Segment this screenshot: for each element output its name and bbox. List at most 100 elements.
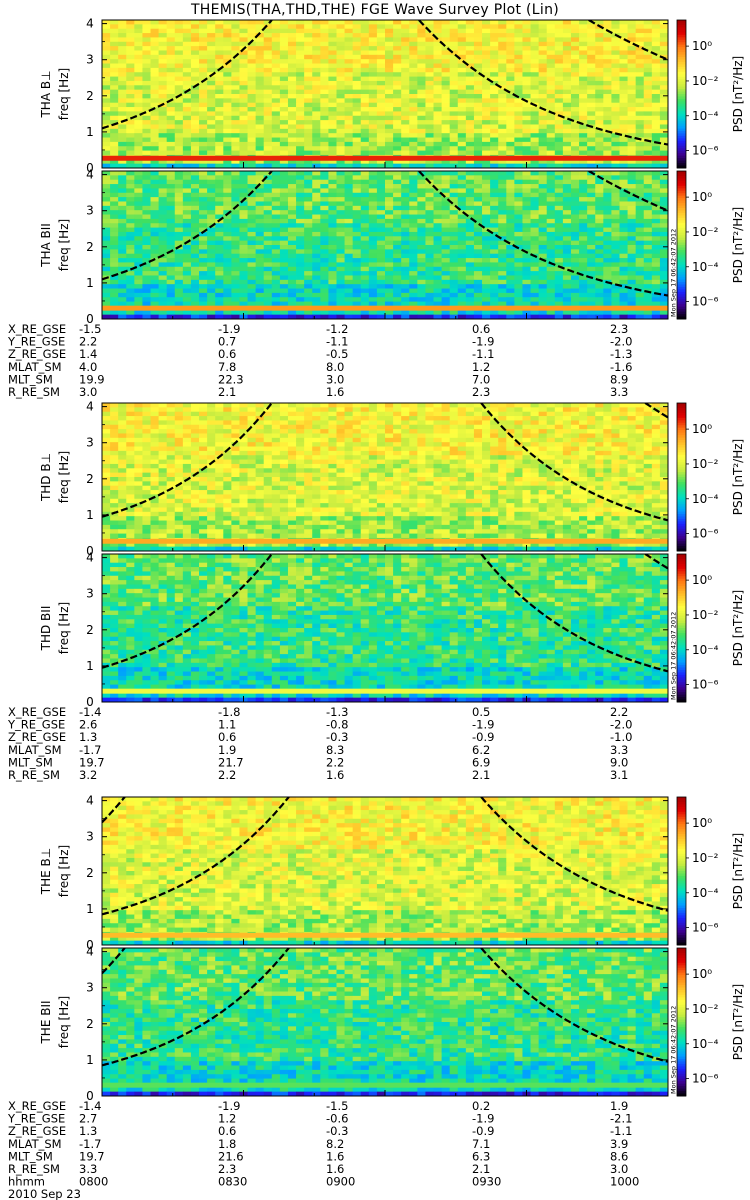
ephemeris-value: 1.3 bbox=[79, 730, 97, 744]
figure-title: THEMIS(THA,THD,THE) FGE Wave Survey Plot… bbox=[190, 2, 560, 18]
colorbar-tick-label: 10⁻² bbox=[692, 225, 719, 239]
psd-colorbar: 10⁰ 10⁻² 10⁻⁴ 10⁻⁶ PSD [nT²/Hz] Mon Sep 17 06… bbox=[670, 170, 745, 320]
ephemeris-value: -0.8 bbox=[326, 718, 348, 732]
panel-axes: 0 1 2 3 4 THE BII freq [Hz] bbox=[39, 945, 669, 1103]
gyrofrequency-curve bbox=[102, 554, 273, 669]
y-tick-label: 1 bbox=[86, 508, 94, 522]
y-tick-label: 0 bbox=[86, 938, 94, 952]
colorbar-tick-label: 10⁻⁴ bbox=[692, 260, 719, 274]
ephemeris-value: 1.6 bbox=[326, 768, 344, 782]
date-label: 2010 Sep 23 bbox=[8, 1187, 81, 1200]
ephemeris-value: 3.0 bbox=[326, 372, 344, 386]
ephemeris-row-label: Z_RE_GSE bbox=[8, 347, 66, 361]
ephemeris-value: 2.2 bbox=[79, 335, 97, 349]
ephemeris-value: 2.1 bbox=[218, 385, 236, 399]
ephemeris-value: 7.1 bbox=[472, 1137, 490, 1151]
ephemeris-value: 21.7 bbox=[218, 755, 244, 769]
colorbar-tick-label: 10⁰ bbox=[692, 967, 712, 981]
ephemeris-value: 1.3 bbox=[79, 1124, 97, 1138]
colorbar-tick-label: 10⁻⁶ bbox=[692, 921, 719, 935]
ephemeris-value: -2.0 bbox=[610, 718, 632, 732]
colorbar-tick-label: 10⁰ bbox=[692, 573, 712, 587]
ephemeris-value: -2.1 bbox=[610, 1112, 632, 1126]
gyrofrequency-curve bbox=[480, 948, 668, 1063]
ephemeris-value: -0.3 bbox=[326, 730, 348, 744]
ephemeris-value: 6.3 bbox=[472, 1149, 490, 1163]
panel-axes: 0 1 2 3 4 THD BII freq [Hz] bbox=[39, 551, 669, 709]
y-tick-label: 2 bbox=[86, 1017, 94, 1031]
ephemeris-value: -1.2 bbox=[326, 322, 348, 336]
y-tick-label: 0 bbox=[86, 1089, 94, 1103]
ephemeris-value: -1.7 bbox=[79, 743, 101, 757]
colorbar-tick-label: 10⁻⁶ bbox=[692, 678, 719, 692]
ephemeris-value: 2.1 bbox=[472, 1162, 490, 1176]
ephemeris-value: 3.3 bbox=[610, 385, 628, 399]
colorbar-label: PSD [nT²/Hz] bbox=[731, 207, 745, 283]
panel-unit-label: freq [Hz] bbox=[57, 219, 71, 271]
y-tick-label: 2 bbox=[86, 89, 94, 103]
ephemeris-value: 7.8 bbox=[218, 360, 236, 374]
ephemeris-value: 1.6 bbox=[326, 385, 344, 399]
ephemeris-row-label: MLT_SM bbox=[8, 372, 53, 386]
y-tick-label: 2 bbox=[86, 472, 94, 486]
ephemeris-value: -1.6 bbox=[610, 360, 632, 374]
ephemeris-row-label: R_RE_SM bbox=[8, 385, 60, 399]
ephemeris-value: -1.9 bbox=[218, 322, 240, 336]
ephemeris-value: 3.2 bbox=[79, 768, 97, 782]
colorbar-label: PSD [nT²/Hz] bbox=[731, 984, 745, 1060]
gyrofrequency-curve bbox=[480, 797, 668, 912]
ephemeris-value: 0.6 bbox=[218, 347, 236, 361]
time-tick-label: 0930 bbox=[472, 1175, 501, 1189]
ephemeris-row-label: Z_RE_GSE bbox=[8, 1124, 66, 1138]
ephemeris-value: 2.3 bbox=[218, 1162, 236, 1176]
y-tick-label: 4 bbox=[86, 17, 94, 31]
ephemeris-row-label: MLT_SM bbox=[8, 1149, 53, 1163]
y-tick-label: 2 bbox=[86, 623, 94, 637]
ephemeris-row-label: Z_RE_GSE bbox=[8, 730, 66, 744]
y-tick-label: 1 bbox=[86, 1053, 94, 1067]
colorbar-tick-label: 10⁻² bbox=[692, 1002, 719, 1016]
ephemeris-row-label: X_RE_GSE bbox=[8, 1099, 66, 1113]
y-tick-label: 4 bbox=[86, 945, 94, 959]
colorbar-tick-label: 10⁻⁶ bbox=[692, 295, 719, 309]
ephemeris-row-label: X_RE_GSE bbox=[8, 705, 66, 719]
ephemeris-value: -2.0 bbox=[610, 335, 632, 349]
spectrogram-thd-b- bbox=[102, 403, 668, 551]
ephemeris-value: 9.0 bbox=[610, 755, 628, 769]
ephemeris-value: 2.1 bbox=[472, 768, 490, 782]
gyrofrequency-curve bbox=[102, 20, 273, 130]
y-tick-label: 4 bbox=[86, 551, 94, 565]
colorbar-tick-label: 10⁻² bbox=[692, 608, 719, 622]
panel-unit-label: freq [Hz] bbox=[57, 68, 71, 120]
ephemeris-value: 2.2 bbox=[326, 755, 344, 769]
ephemeris-value: -1.4 bbox=[79, 705, 101, 719]
panel-unit-label: freq [Hz] bbox=[57, 996, 71, 1048]
colorbar-tick-label: 10⁻⁶ bbox=[692, 527, 719, 541]
ephemeris-row-label: MLAT_SM bbox=[8, 743, 62, 757]
ephemeris-value: 0.2 bbox=[472, 1099, 490, 1113]
panel-ylabel: THD B⊥ bbox=[39, 453, 53, 502]
panel-unit-label: freq [Hz] bbox=[57, 602, 71, 654]
ephemeris-value: -1.0 bbox=[610, 730, 632, 744]
ephemeris-value: -1.9 bbox=[218, 1099, 240, 1113]
colorbar-tick-label: 10⁰ bbox=[692, 816, 712, 830]
ephemeris-value: 4.0 bbox=[79, 360, 97, 374]
y-tick-label: 1 bbox=[86, 902, 94, 916]
y-tick-label: 2 bbox=[86, 240, 94, 254]
colorbar-tick-label: 10⁻⁴ bbox=[692, 886, 719, 900]
spectrogram-tha-b- bbox=[102, 20, 668, 168]
ephemeris-value: 0.5 bbox=[472, 705, 490, 719]
colorbar-tick-label: 10⁻⁴ bbox=[692, 109, 719, 123]
ephemeris-value: 3.0 bbox=[610, 1162, 628, 1176]
ephemeris-value: -1.8 bbox=[218, 705, 240, 719]
ephemeris-value: 8.3 bbox=[326, 743, 344, 757]
psd-colorbar: 10⁰ 10⁻² 10⁻⁴ 10⁻⁶ PSD [nT²/Hz] bbox=[676, 19, 745, 169]
gyrofrequency-curve bbox=[418, 20, 668, 146]
ephemeris-value: 6.9 bbox=[472, 755, 490, 769]
y-tick-label: 1 bbox=[86, 276, 94, 290]
gyrofrequency-curve bbox=[644, 554, 668, 570]
ephemeris-value: 2.2 bbox=[610, 705, 628, 719]
panel-axes: 0 1 2 3 4 THD B⊥ freq [Hz] bbox=[39, 400, 669, 558]
ephemeris-value: -0.5 bbox=[326, 347, 348, 361]
